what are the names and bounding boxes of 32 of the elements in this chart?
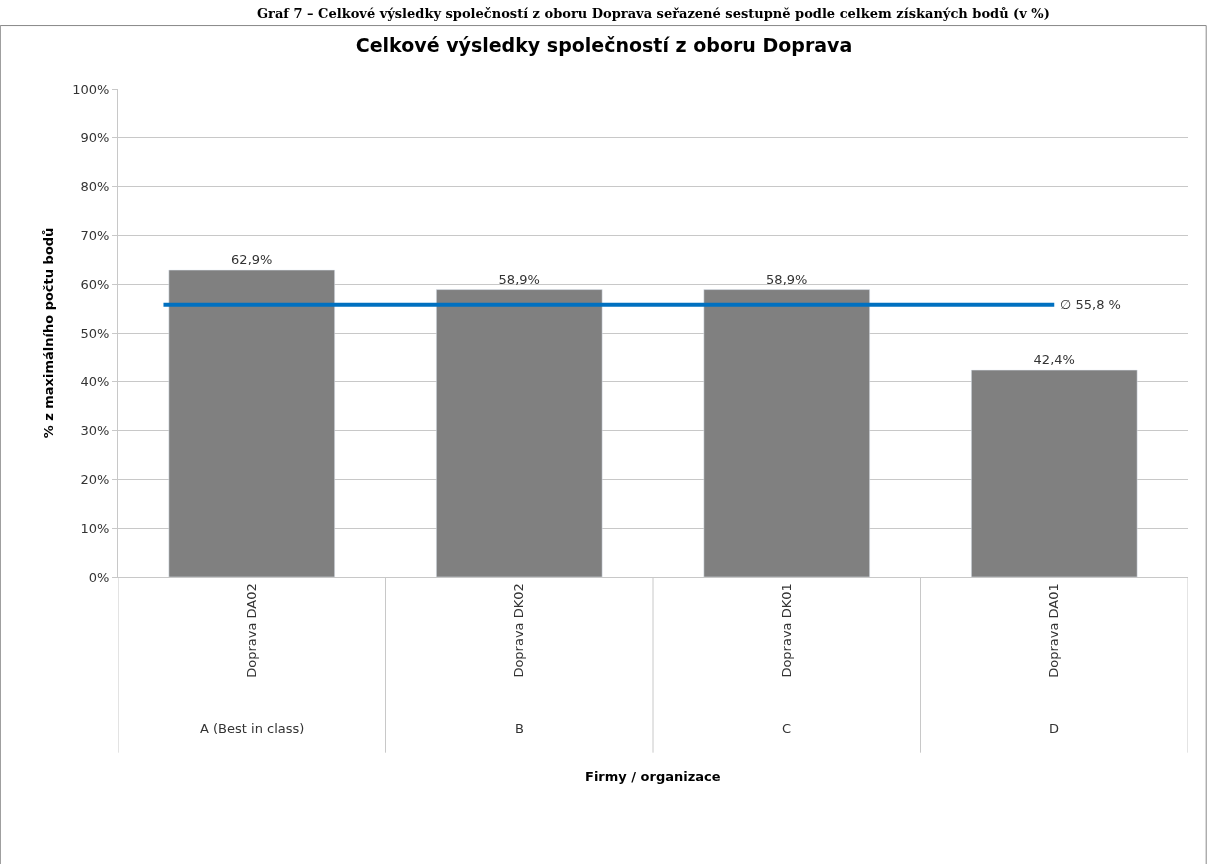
- text: D: [1049, 721, 1060, 736]
- text: Graf 7 – Celkové výsledky společností z oboru Doprava seřazené sestupně podle celkem získaných bodů (v %): [257, 6, 1050, 21]
- y-tick-label: 60%: [80, 276, 110, 292]
- bar: [436, 289, 603, 577]
- data-label: 58,9%: [498, 271, 540, 287]
- y-tick-label: 0%: [88, 569, 110, 585]
- x-tick-label: Doprava DA02: [243, 583, 259, 678]
- y-tick-label: 30%: [80, 423, 110, 439]
- text: C: [782, 721, 792, 736]
- y-tick-label: 90%: [80, 130, 110, 146]
- y-tick-label: 100%: [72, 81, 110, 97]
- y-tick-label: 80%: [80, 179, 110, 195]
- bar: [168, 269, 335, 577]
- chart-title: Celkové výsledky společností z oboru Doprava: [355, 34, 853, 57]
- x-tick-label: Doprava DK02: [511, 583, 527, 678]
- text: B: [515, 721, 524, 736]
- data-label: 58,9%: [766, 271, 808, 287]
- x-tick-label: Doprava DK01: [778, 583, 794, 678]
- y-tick-label: 20%: [80, 471, 110, 487]
- bar: [703, 289, 870, 577]
- bar: [971, 369, 1138, 577]
- y-tick-label: 70%: [80, 227, 110, 243]
- text: A (Best in class): [200, 721, 305, 736]
- y-tick-label: 40%: [80, 374, 110, 390]
- y-tick-label: 10%: [80, 520, 110, 536]
- data-label: 62,9%: [231, 252, 273, 268]
- y-tick-label: 50%: [80, 325, 110, 341]
- data-label: 42,4%: [1033, 352, 1075, 368]
- y-axis-title: % z maximálního počtu bodů: [41, 227, 57, 439]
- x-tick-label: Doprava DA01: [1046, 583, 1062, 678]
- text: Firmy / organizace: [585, 769, 721, 784]
- ref-line-label: ∅ 55,8 %: [1060, 297, 1121, 312]
